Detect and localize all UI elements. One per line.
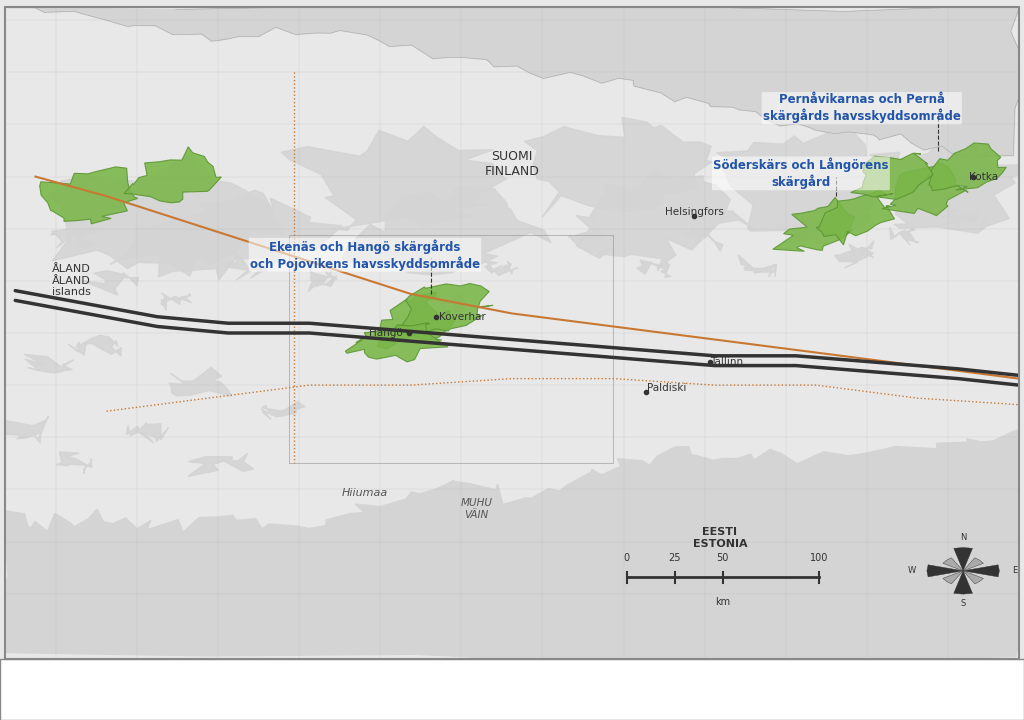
Polygon shape xyxy=(282,127,507,230)
Polygon shape xyxy=(51,227,110,248)
Polygon shape xyxy=(161,293,191,311)
Text: Gräns mot Åland: Gräns mot Åland xyxy=(343,698,437,708)
Polygon shape xyxy=(882,163,969,216)
Text: Territorialvattengräns: Territorialvattengräns xyxy=(343,671,464,681)
Polygon shape xyxy=(851,153,933,199)
Text: Helsingfors: Helsingfors xyxy=(665,207,724,217)
Text: E: E xyxy=(1012,567,1017,575)
Polygon shape xyxy=(953,571,973,594)
Polygon shape xyxy=(964,564,999,577)
Polygon shape xyxy=(1,429,1024,664)
Polygon shape xyxy=(943,207,978,225)
Polygon shape xyxy=(345,323,449,362)
Polygon shape xyxy=(484,261,518,276)
Polygon shape xyxy=(524,117,712,217)
Polygon shape xyxy=(927,143,1007,191)
Text: Gräns för ekonomisk zon: Gräns för ekonomisk zon xyxy=(67,698,205,708)
Text: Kotka: Kotka xyxy=(969,171,998,181)
Text: Ekenäs och Hangö skärgårds
och Pojovikens havsskyddsområde: Ekenäs och Hangö skärgårds och Pojoviken… xyxy=(250,239,480,271)
Polygon shape xyxy=(927,564,964,577)
Polygon shape xyxy=(382,240,420,263)
Polygon shape xyxy=(943,571,964,584)
Text: S: S xyxy=(961,599,966,608)
Polygon shape xyxy=(568,229,606,248)
Text: Tallinn: Tallinn xyxy=(710,357,742,367)
Polygon shape xyxy=(637,258,671,277)
Polygon shape xyxy=(7,4,1023,156)
Polygon shape xyxy=(110,190,342,280)
Polygon shape xyxy=(126,423,169,443)
Text: ÅLAND
ÅLAND
islands: ÅLAND ÅLAND islands xyxy=(51,264,90,297)
Polygon shape xyxy=(788,226,827,244)
Polygon shape xyxy=(377,292,456,349)
Text: 0: 0 xyxy=(624,553,630,563)
Text: 100: 100 xyxy=(810,553,828,563)
Polygon shape xyxy=(943,558,964,571)
FancyBboxPatch shape xyxy=(579,666,617,701)
Text: Paldiski: Paldiski xyxy=(647,383,686,393)
Polygon shape xyxy=(912,174,944,197)
Text: MUHU
VÄIN: MUHU VÄIN xyxy=(461,498,493,520)
Text: Hangö: Hangö xyxy=(369,328,402,338)
Polygon shape xyxy=(188,454,254,477)
Text: Natura 2000-område: Natura 2000-område xyxy=(630,671,748,681)
Polygon shape xyxy=(964,571,983,584)
Polygon shape xyxy=(343,187,551,275)
Polygon shape xyxy=(69,336,121,356)
Text: 50: 50 xyxy=(717,553,729,563)
Polygon shape xyxy=(56,452,92,474)
Polygon shape xyxy=(964,558,983,571)
Text: Koverhar: Koverhar xyxy=(439,312,485,322)
Polygon shape xyxy=(717,128,902,231)
Polygon shape xyxy=(738,255,776,277)
Text: EESTI
ESTONIA: EESTI ESTONIA xyxy=(692,528,748,549)
Polygon shape xyxy=(227,251,268,280)
Polygon shape xyxy=(124,147,221,203)
Polygon shape xyxy=(890,226,919,245)
Text: 25: 25 xyxy=(669,553,681,563)
Text: SUOMI
FINLAND: SUOMI FINLAND xyxy=(484,150,540,178)
Polygon shape xyxy=(835,240,874,268)
Polygon shape xyxy=(816,190,895,245)
Text: W: W xyxy=(907,567,915,575)
Text: km: km xyxy=(716,597,730,607)
Polygon shape xyxy=(953,547,973,571)
Polygon shape xyxy=(40,167,138,224)
Text: Hiiumaa: Hiiumaa xyxy=(342,487,388,498)
Text: Pernåvikarnas och Pernå
skärgårds havsskyddsområde: Pernåvikarnas och Pernå skärgårds havssk… xyxy=(763,94,961,123)
Text: Nord Stream 2 -sträckning: Nord Stream 2 -sträckning xyxy=(67,671,214,681)
Polygon shape xyxy=(683,228,723,251)
Polygon shape xyxy=(0,416,48,444)
Polygon shape xyxy=(308,269,337,292)
Text: N: N xyxy=(959,534,967,542)
Polygon shape xyxy=(261,402,305,419)
Polygon shape xyxy=(773,197,854,251)
Polygon shape xyxy=(83,271,138,295)
Polygon shape xyxy=(575,168,753,269)
Polygon shape xyxy=(395,284,494,333)
Polygon shape xyxy=(430,292,467,315)
Polygon shape xyxy=(25,354,74,373)
Polygon shape xyxy=(169,367,231,396)
Text: Söderskärs och Långörens
skärgård: Söderskärs och Långörens skärgård xyxy=(713,158,889,189)
Polygon shape xyxy=(869,140,1024,233)
Polygon shape xyxy=(46,156,285,276)
